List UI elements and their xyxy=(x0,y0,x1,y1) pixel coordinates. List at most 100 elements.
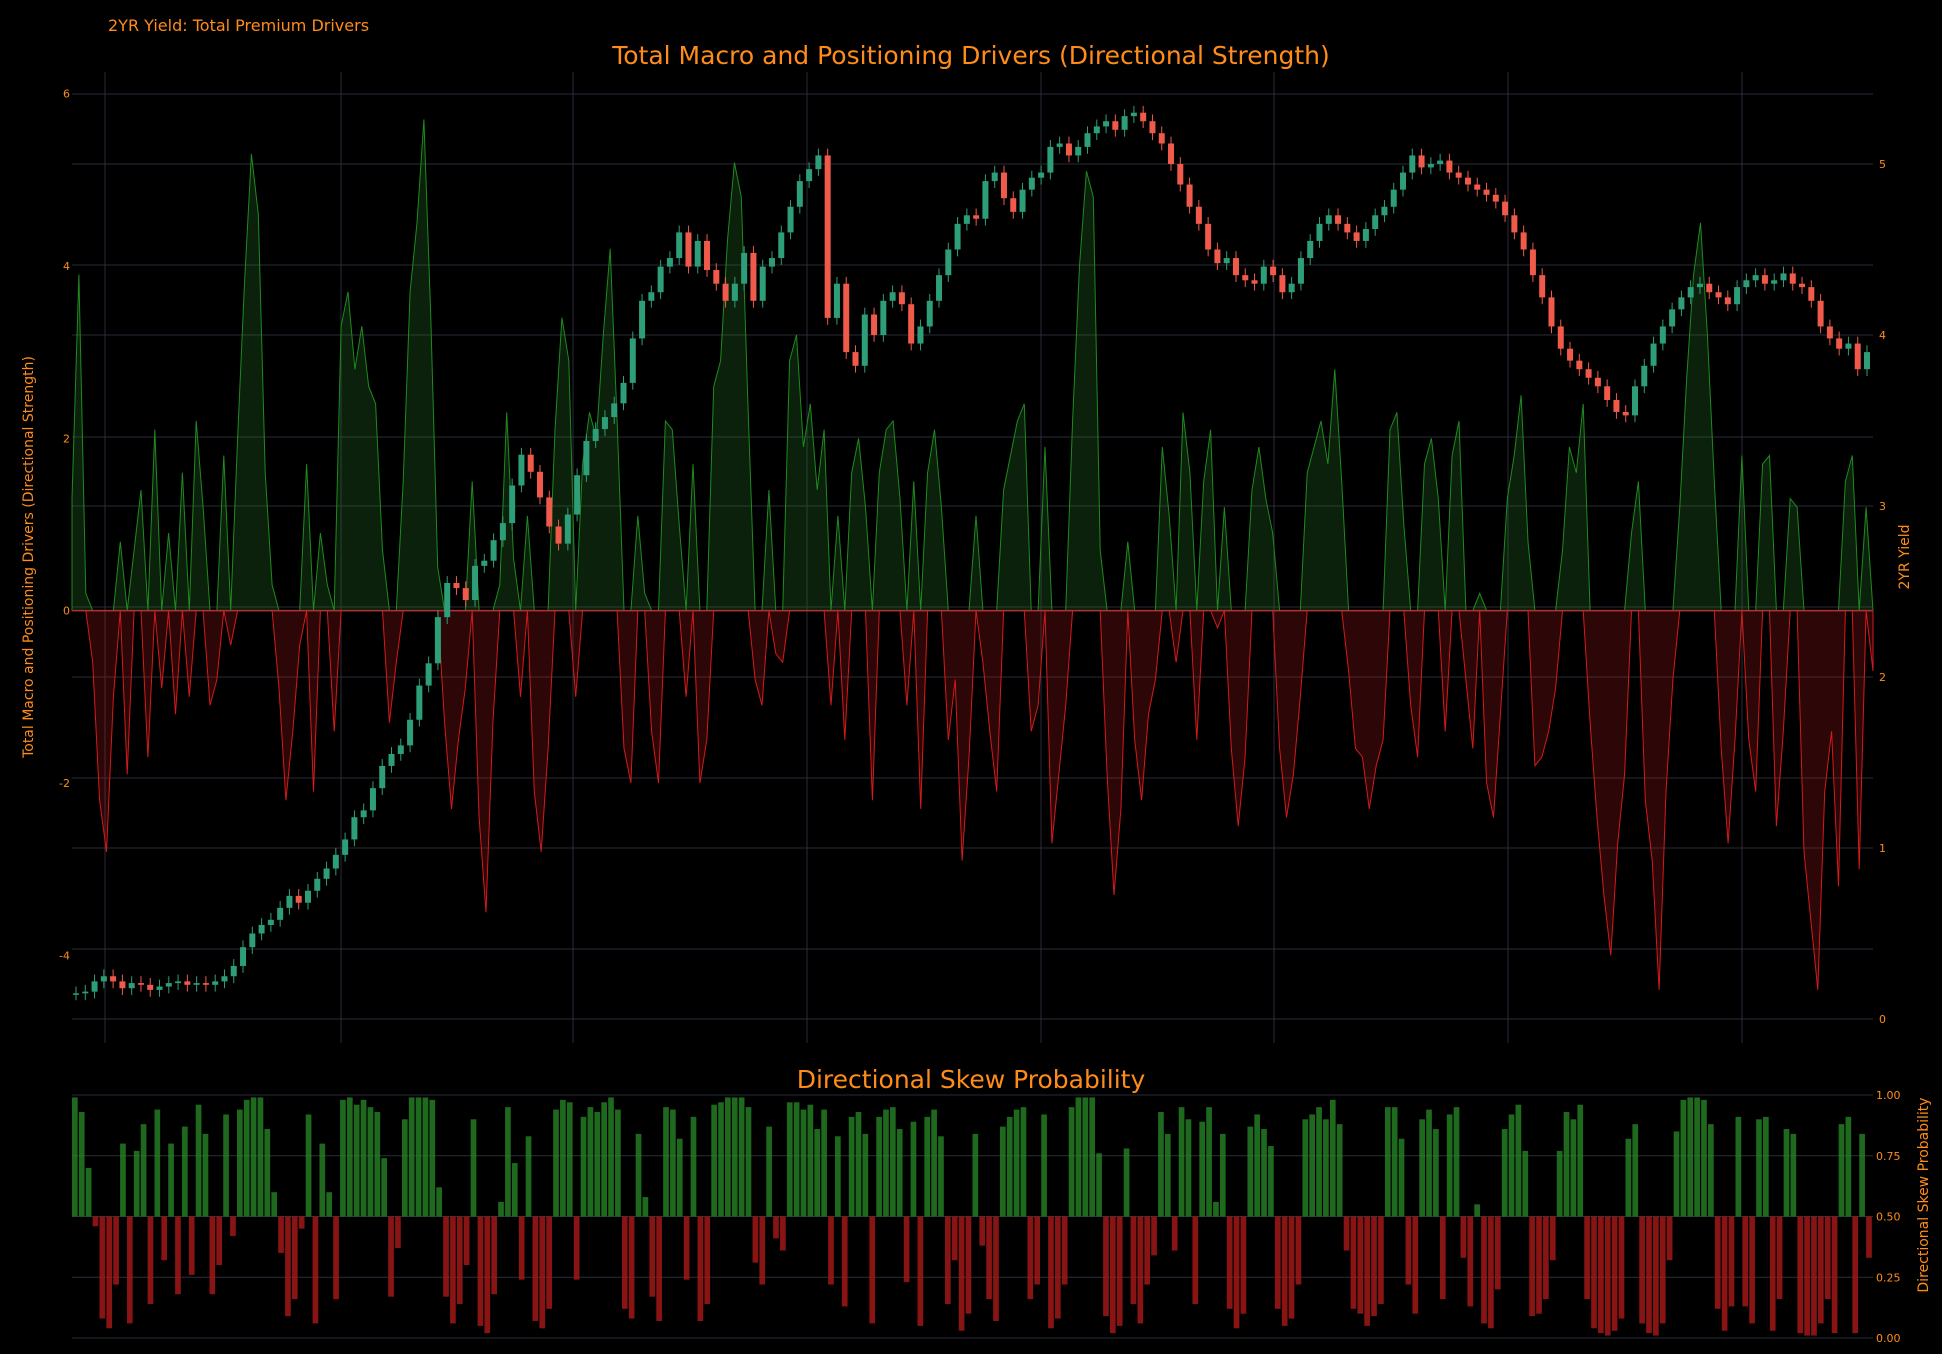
yield-candle xyxy=(434,617,441,664)
yield-candle xyxy=(889,292,896,301)
skew-bar xyxy=(195,1104,202,1217)
skew-bar xyxy=(1054,1216,1061,1319)
yield-candle xyxy=(1093,126,1100,134)
yield-candle xyxy=(796,181,803,207)
yield-candle xyxy=(824,155,831,318)
skew-bar xyxy=(1274,1216,1281,1309)
yield-candle xyxy=(1529,249,1536,276)
skew-bar xyxy=(1776,1216,1783,1300)
skew-bar xyxy=(615,1109,621,1217)
skew-bar xyxy=(821,1109,827,1217)
skew-bar xyxy=(1219,1133,1226,1217)
skew-bar xyxy=(1653,1216,1659,1336)
yield-candle xyxy=(1232,258,1239,276)
skew-chart-axes: 0.00 0.25 0.50 0.75 1.00 xyxy=(1876,1089,1901,1345)
skew-bar xyxy=(663,1107,669,1217)
skew-bar xyxy=(986,1216,992,1300)
yield-candle xyxy=(1622,411,1629,416)
skew-bar xyxy=(1584,1216,1590,1300)
skew-bar xyxy=(1199,1121,1206,1217)
skew-bar xyxy=(1481,1216,1487,1324)
yield-candle xyxy=(1223,258,1230,264)
skew-bar xyxy=(1378,1216,1384,1304)
yield-candle xyxy=(1112,121,1119,130)
yield-candle xyxy=(462,588,469,601)
skew-bar xyxy=(1130,1216,1137,1304)
driver-area-negative xyxy=(71,610,1874,990)
yield-candle xyxy=(806,169,813,182)
skew-bar xyxy=(1680,1099,1687,1217)
yield-candle xyxy=(1288,283,1295,293)
main-y-tick: 0 xyxy=(63,605,70,618)
skew-bar xyxy=(436,1187,442,1217)
skew-bar xyxy=(209,1216,216,1295)
yield-candle xyxy=(212,981,219,985)
yield-candle xyxy=(1659,326,1666,344)
skew-bar xyxy=(910,1121,917,1217)
skew-bar xyxy=(1666,1216,1673,1261)
yield-candle xyxy=(472,565,479,601)
yield-candle xyxy=(639,300,646,339)
skew-bar xyxy=(1213,1201,1219,1217)
skew-bar xyxy=(1433,1129,1439,1217)
yield-candle xyxy=(880,300,887,335)
yield-candle xyxy=(1297,258,1304,284)
skew-bar xyxy=(683,1216,690,1280)
yield-candle xyxy=(1010,198,1017,212)
skew-bar xyxy=(1721,1216,1728,1331)
skew-bar xyxy=(780,1216,786,1251)
yield-candle xyxy=(750,252,757,301)
skew-bar xyxy=(1522,1150,1529,1217)
yield-candle xyxy=(397,745,404,754)
yield-candle xyxy=(963,215,970,224)
skew-bar xyxy=(1769,1216,1776,1331)
main-y2-tick: 4 xyxy=(1879,329,1886,342)
skew-bar xyxy=(676,1138,683,1217)
yield-candle xyxy=(323,868,330,879)
skew-bar xyxy=(374,1112,381,1217)
skew-bar xyxy=(855,1112,862,1217)
skew-bar xyxy=(388,1216,394,1297)
skew-bar xyxy=(1797,1216,1804,1334)
skew-bar xyxy=(1494,1216,1501,1290)
skew-bar xyxy=(725,1097,731,1217)
skew-bar xyxy=(1474,1204,1480,1217)
skew-bar xyxy=(924,1116,931,1217)
skew-bar xyxy=(216,1216,223,1266)
yield-candle xyxy=(1325,215,1332,224)
skew-bar xyxy=(1439,1216,1446,1300)
yield-candle xyxy=(1316,223,1323,241)
yield-candle xyxy=(499,523,506,541)
main-y-tick: -2 xyxy=(59,777,70,790)
yield-candle xyxy=(1734,287,1741,305)
skew-bar xyxy=(113,1216,119,1285)
yield-candle xyxy=(1455,172,1462,178)
yield-candle xyxy=(91,981,98,992)
yield-candle xyxy=(629,338,636,383)
skew-bar xyxy=(752,1216,759,1263)
skew-bar xyxy=(1845,1116,1852,1217)
skew-bar xyxy=(1371,1216,1377,1317)
skew-bar xyxy=(456,1216,463,1304)
skew-bar xyxy=(1749,1216,1755,1324)
yield-candle xyxy=(852,352,859,366)
yield-candle xyxy=(657,266,664,293)
skew-bar xyxy=(1041,1114,1047,1217)
skew-bar xyxy=(1350,1216,1357,1309)
yield-candle xyxy=(221,976,228,982)
skew-bar xyxy=(291,1216,298,1300)
skew-bar xyxy=(319,1143,326,1217)
skew-bar xyxy=(1254,1114,1261,1217)
skew-bar xyxy=(869,1216,876,1324)
main-chart-title: Total Macro and Positioning Drivers (Dir… xyxy=(611,41,1330,70)
main-y-tick: 2 xyxy=(63,432,70,445)
yield-candle xyxy=(1743,280,1750,288)
driver-area-series xyxy=(71,119,1874,990)
skew-bar xyxy=(1171,1216,1178,1251)
yield-candle xyxy=(82,991,89,994)
skew-bar xyxy=(1763,1116,1769,1217)
skew-bar xyxy=(1158,1112,1164,1217)
skew-bar xyxy=(223,1114,229,1217)
yield-candle xyxy=(1177,164,1184,185)
yield-candle xyxy=(741,252,748,284)
